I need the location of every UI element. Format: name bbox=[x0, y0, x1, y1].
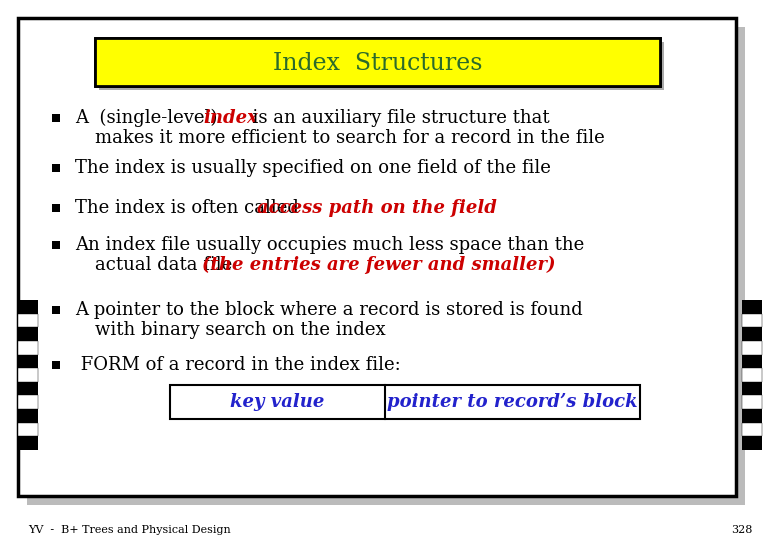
Bar bbox=[742, 327, 762, 341]
Bar bbox=[742, 382, 762, 395]
Text: access path on the field: access path on the field bbox=[257, 199, 497, 217]
Bar bbox=[18, 355, 38, 368]
Text: The index is often called: The index is often called bbox=[75, 199, 310, 217]
Bar bbox=[742, 423, 762, 436]
Text: pointer to record’s block: pointer to record’s block bbox=[387, 393, 638, 411]
Bar bbox=[18, 436, 38, 450]
Bar bbox=[18, 409, 38, 423]
Bar bbox=[18, 395, 38, 409]
Bar bbox=[742, 436, 762, 450]
Bar bbox=[742, 341, 762, 355]
Text: key value: key value bbox=[230, 393, 324, 411]
Text: makes it more efficient to search for a record in the file: makes it more efficient to search for a … bbox=[95, 129, 604, 147]
Bar bbox=[52, 204, 60, 212]
Bar bbox=[742, 355, 762, 368]
Bar bbox=[52, 361, 60, 369]
Bar bbox=[18, 314, 38, 327]
Bar bbox=[18, 300, 38, 314]
Bar bbox=[27, 27, 745, 505]
Bar bbox=[742, 300, 762, 314]
Bar bbox=[18, 382, 38, 395]
Bar bbox=[18, 368, 38, 382]
Bar bbox=[742, 409, 762, 423]
Text: with binary search on the index: with binary search on the index bbox=[95, 321, 385, 339]
Text: index: index bbox=[203, 109, 258, 127]
Bar bbox=[95, 38, 660, 86]
Text: YV  -  B+ Trees and Physical Design: YV - B+ Trees and Physical Design bbox=[28, 525, 231, 535]
Text: (the entries are fewer and smaller): (the entries are fewer and smaller) bbox=[202, 256, 555, 274]
Text: A  (single-level): A (single-level) bbox=[75, 109, 229, 127]
Bar bbox=[52, 241, 60, 249]
Bar bbox=[18, 341, 38, 355]
Text: The index is usually specified on one field of the file: The index is usually specified on one fi… bbox=[75, 159, 551, 177]
Text: Index  Structures: Index Structures bbox=[273, 51, 483, 75]
Bar bbox=[99, 42, 664, 90]
Bar bbox=[52, 164, 60, 172]
Bar bbox=[18, 327, 38, 341]
Text: FORM of a record in the index file:: FORM of a record in the index file: bbox=[75, 356, 401, 374]
Bar bbox=[742, 314, 762, 327]
Text: 328: 328 bbox=[731, 525, 752, 535]
Bar bbox=[52, 114, 60, 122]
Bar bbox=[18, 18, 736, 496]
Bar bbox=[18, 423, 38, 436]
Text: actual data file: actual data file bbox=[95, 256, 238, 274]
Bar bbox=[742, 395, 762, 409]
Text: A pointer to the block where a record is stored is found: A pointer to the block where a record is… bbox=[75, 301, 583, 319]
Bar bbox=[742, 368, 762, 382]
Bar bbox=[95, 38, 660, 86]
Text: is an auxiliary file structure that: is an auxiliary file structure that bbox=[241, 109, 550, 127]
Bar bbox=[170, 385, 640, 419]
Text: An index file usually occupies much less space than the: An index file usually occupies much less… bbox=[75, 236, 584, 254]
Bar bbox=[52, 306, 60, 314]
